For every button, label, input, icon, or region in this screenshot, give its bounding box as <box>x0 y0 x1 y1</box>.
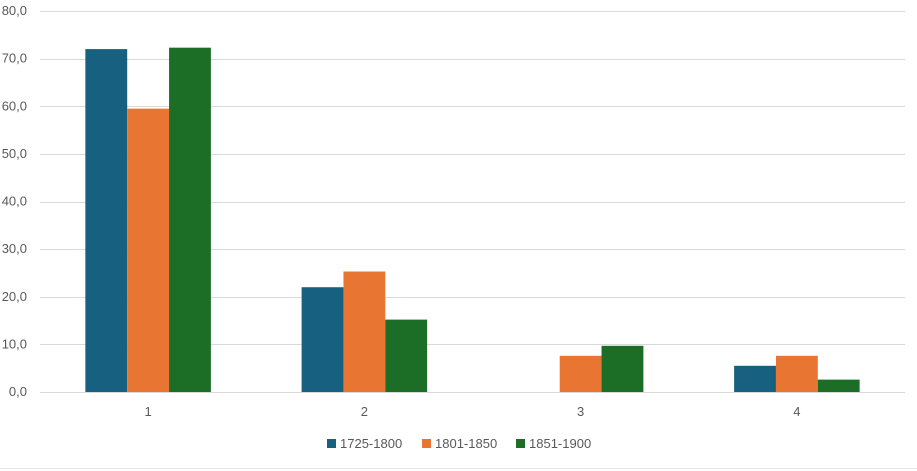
bar-1851-1900-2 <box>385 319 428 392</box>
x-tick-label: 4 <box>793 404 800 419</box>
bar-1801-1850-1 <box>127 108 170 392</box>
y-tick-label: 30,0 <box>2 241 27 256</box>
bars <box>85 47 860 392</box>
legend-swatch <box>327 439 336 448</box>
x-tick-label: 1 <box>145 404 152 419</box>
y-tick-label: 50,0 <box>2 146 27 161</box>
x-tick-label: 2 <box>361 404 368 419</box>
y-tick-label: 70,0 <box>2 51 27 66</box>
y-tick-label: 10,0 <box>2 336 27 351</box>
y-tick-label: 0,0 <box>9 384 27 399</box>
x-axis-ticks: 1 2 3 4 <box>145 404 801 419</box>
y-tick-label: 40,0 <box>2 194 27 209</box>
y-tick-label: 60,0 <box>2 98 27 113</box>
y-tick-label: 80,0 <box>2 3 27 18</box>
bar-1725-1800-4 <box>734 365 776 392</box>
bar-1725-1800-2 <box>301 287 344 392</box>
bar-1851-1900-1 <box>169 47 211 392</box>
legend: 1725-1800 1801-1850 1851-1900 <box>327 436 591 451</box>
legend-label: 1801-1850 <box>435 436 497 451</box>
legend-label: 1851-1900 <box>529 436 591 451</box>
x-tick-label: 3 <box>577 404 584 419</box>
bar-1801-1850-2 <box>343 271 386 392</box>
bar-1851-1900-4 <box>817 379 860 392</box>
y-axis-ticks: 0,0 10,0 20,0 30,0 40,0 50,0 60,0 70,0 80,0 <box>2 3 27 399</box>
legend-swatch <box>516 439 525 448</box>
legend-label: 1725-1800 <box>340 436 402 451</box>
bar-1725-1800-1 <box>85 49 128 392</box>
bar-1851-1900-3 <box>601 345 644 392</box>
legend-swatch <box>422 439 431 448</box>
y-tick-label: 20,0 <box>2 289 27 304</box>
bar-1801-1850-4 <box>775 355 818 392</box>
bar-1801-1850-3 <box>559 355 602 392</box>
